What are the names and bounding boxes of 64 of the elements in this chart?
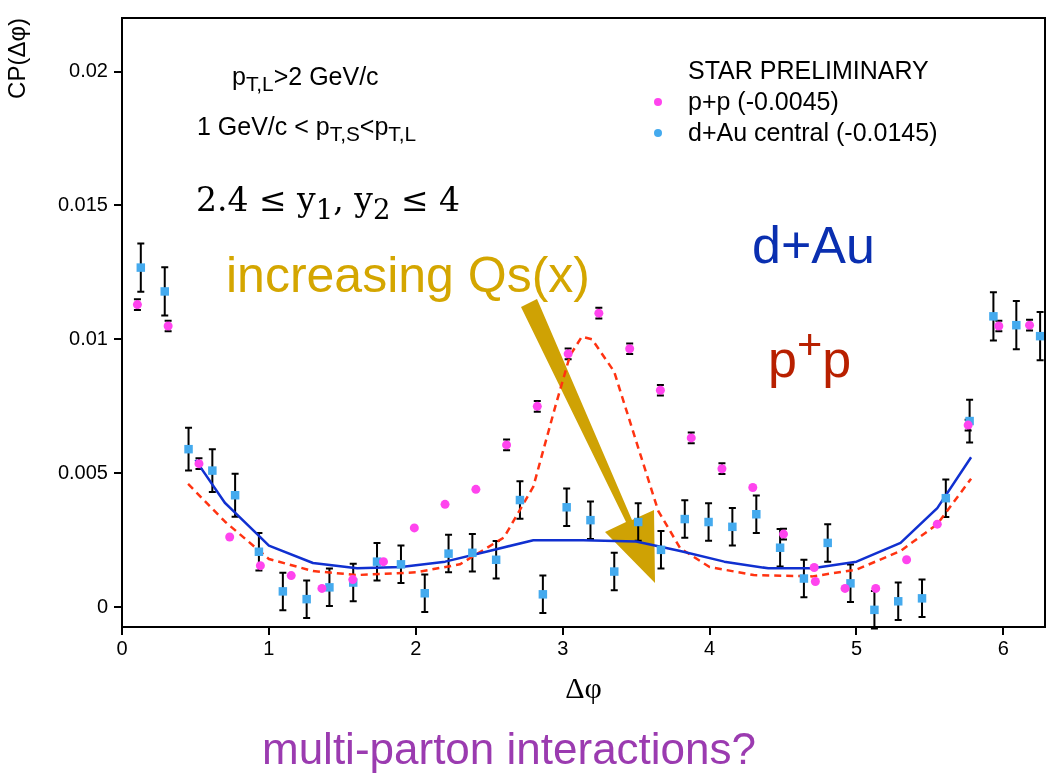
point	[586, 515, 595, 525]
annotation: 1 GeV/c < p$_{T,S}$<p$_{T,L}$	[197, 112, 417, 146]
x-axis-title: Δφ	[565, 670, 602, 704]
point	[184, 444, 193, 454]
point	[409, 523, 419, 533]
annotation: p$_{T,L}$>2 GeV/c	[232, 62, 379, 96]
point	[871, 583, 881, 593]
point	[136, 263, 146, 272]
x-tick-label: 0	[116, 636, 128, 659]
point	[704, 517, 713, 527]
y-tick-label: 0.015	[57, 192, 108, 215]
point	[748, 482, 758, 492]
point	[225, 532, 235, 542]
point	[444, 549, 453, 558]
point	[752, 510, 761, 519]
point	[840, 583, 850, 593]
x-tick-label: 1	[263, 636, 275, 659]
y-axis-title: CP(Δφ)	[3, 18, 31, 99]
point	[468, 548, 477, 558]
point	[870, 605, 879, 615]
point	[799, 574, 809, 583]
point	[325, 583, 334, 592]
point	[255, 561, 265, 571]
point	[562, 503, 571, 512]
point	[538, 590, 548, 599]
annotation: d+Au	[752, 215, 875, 275]
point	[932, 519, 942, 529]
point	[278, 587, 288, 596]
y-tick-label: 0	[96, 594, 108, 617]
point	[610, 567, 619, 576]
point	[728, 522, 737, 532]
y-tick-label: 0.01	[69, 326, 108, 349]
x-tick-label: 3	[557, 636, 569, 659]
point	[317, 583, 327, 593]
annotation: p$^{+}$p	[768, 320, 852, 390]
point	[989, 312, 998, 321]
x-tick-label: 2	[410, 636, 422, 659]
annotation: increasing Qs(x)	[226, 246, 590, 304]
point	[809, 563, 819, 573]
point	[893, 597, 903, 606]
legend-title: STAR PRELIMINARY	[688, 55, 930, 86]
legend-label: d+Au central (-0.0145)	[688, 117, 938, 148]
y-tick-label: 0.02	[69, 59, 108, 82]
point	[286, 571, 296, 581]
point	[917, 594, 927, 603]
legend-label: p+p (-0.0045)	[688, 86, 839, 117]
y-tick-label: 0.005	[57, 460, 108, 483]
text: multi-parton interactions?	[262, 724, 757, 774]
annotation: 2.4 ≤ y$_{1}$, y$_{2}$ ≤ 4	[196, 180, 461, 225]
point	[810, 576, 820, 586]
point	[775, 543, 785, 552]
point	[471, 484, 481, 494]
point	[396, 560, 406, 569]
point	[1012, 320, 1021, 330]
x-tick-label: 6	[997, 636, 1009, 659]
x-tick-label: 4	[704, 636, 716, 659]
point	[208, 466, 217, 475]
point	[440, 499, 450, 509]
point	[160, 287, 169, 296]
point	[378, 557, 388, 567]
x-tick-label: 5	[850, 636, 863, 659]
point	[902, 555, 912, 565]
point	[302, 594, 311, 604]
point	[823, 538, 832, 548]
